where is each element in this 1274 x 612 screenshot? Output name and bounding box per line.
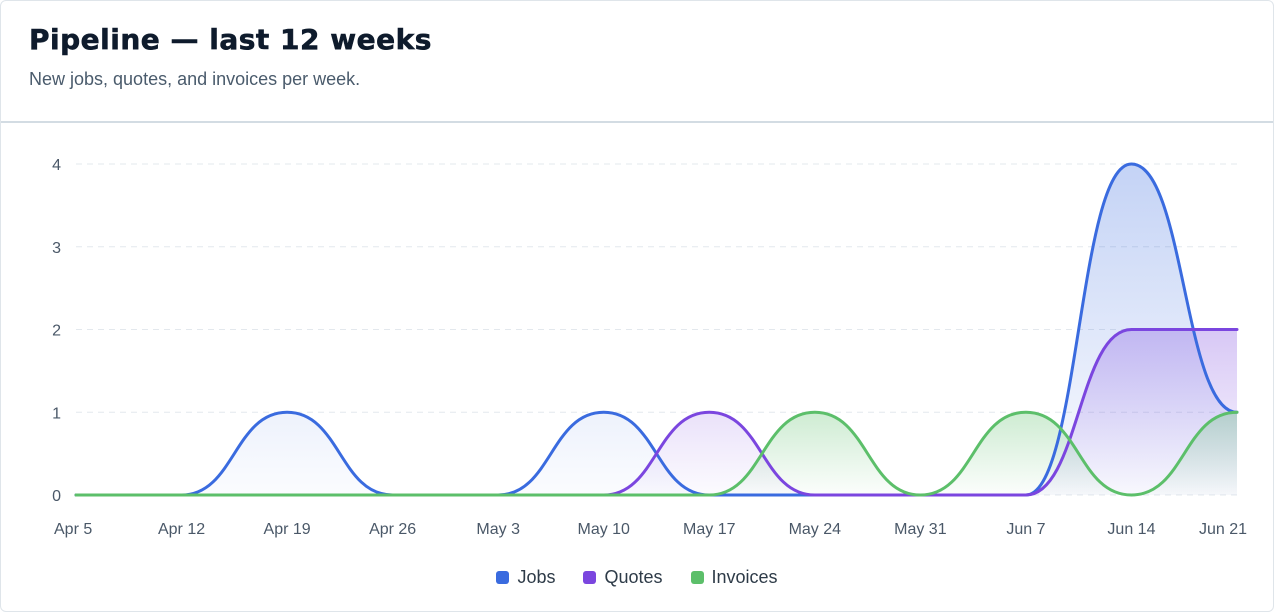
legend-item-quotes[interactable]: Quotes (583, 567, 663, 588)
x-axis-ticks: Apr 5 Apr 12 Apr 19 Apr 26 May 3 May 10 May 17… (54, 521, 1247, 538)
series-areas (76, 164, 1237, 495)
chart-legend: Jobs Quotes Invoices (1, 567, 1273, 588)
x-tick-label: May 17 (683, 521, 736, 538)
legend-item-invoices[interactable]: Invoices (690, 567, 778, 588)
x-tick-label: May 24 (789, 521, 842, 538)
series-lines (74, 162, 1239, 497)
legend-swatch-invoices (690, 571, 704, 584)
series-area-invoices (76, 412, 1237, 495)
x-tick-label: May 10 (577, 521, 630, 538)
y-axis-ticks: 0 1 2 3 4 (52, 157, 61, 505)
legend-label-quotes: Quotes (604, 567, 663, 587)
y-tick-label: 3 (52, 240, 61, 257)
y-tick-label: 1 (52, 405, 61, 422)
x-tick-label: Apr 26 (369, 521, 416, 538)
x-tick-label: Apr 19 (264, 521, 311, 538)
legend-swatch-quotes (583, 571, 597, 584)
legend-label-invoices: Invoices (711, 567, 778, 587)
series-area-quotes (76, 329, 1237, 495)
series-line-jobs (74, 162, 1239, 497)
x-tick-label: Jun 7 (1006, 521, 1045, 538)
x-tick-label: Jun 21 (1199, 521, 1247, 538)
legend-label-jobs: Jobs (517, 567, 556, 587)
x-tick-label: Apr 12 (158, 521, 205, 538)
y-tick-label: 4 (52, 157, 61, 174)
y-tick-label: 2 (52, 323, 61, 340)
chart-header: Pipeline — last 12 weeks New jobs, quote… (1, 1, 1273, 123)
series-line-invoices (74, 410, 1239, 497)
chart-subtitle: New jobs, quotes, and invoices per week. (29, 69, 361, 89)
x-tick-label: Jun 14 (1107, 521, 1155, 538)
legend-swatch-jobs (496, 571, 510, 584)
y-tick-label: 0 (52, 488, 61, 505)
x-tick-label: Apr 5 (54, 521, 92, 538)
x-tick-label: May 3 (476, 521, 520, 538)
x-tick-label: May 31 (894, 521, 947, 538)
pipeline-chart: 0 1 2 3 4 Apr 5 Apr 12 Apr 19 Apr 26 May 3 May 10… (52, 157, 1247, 538)
chart-title: Pipeline — last 12 weeks (29, 23, 432, 57)
legend-item-jobs[interactable]: Jobs (496, 567, 555, 588)
